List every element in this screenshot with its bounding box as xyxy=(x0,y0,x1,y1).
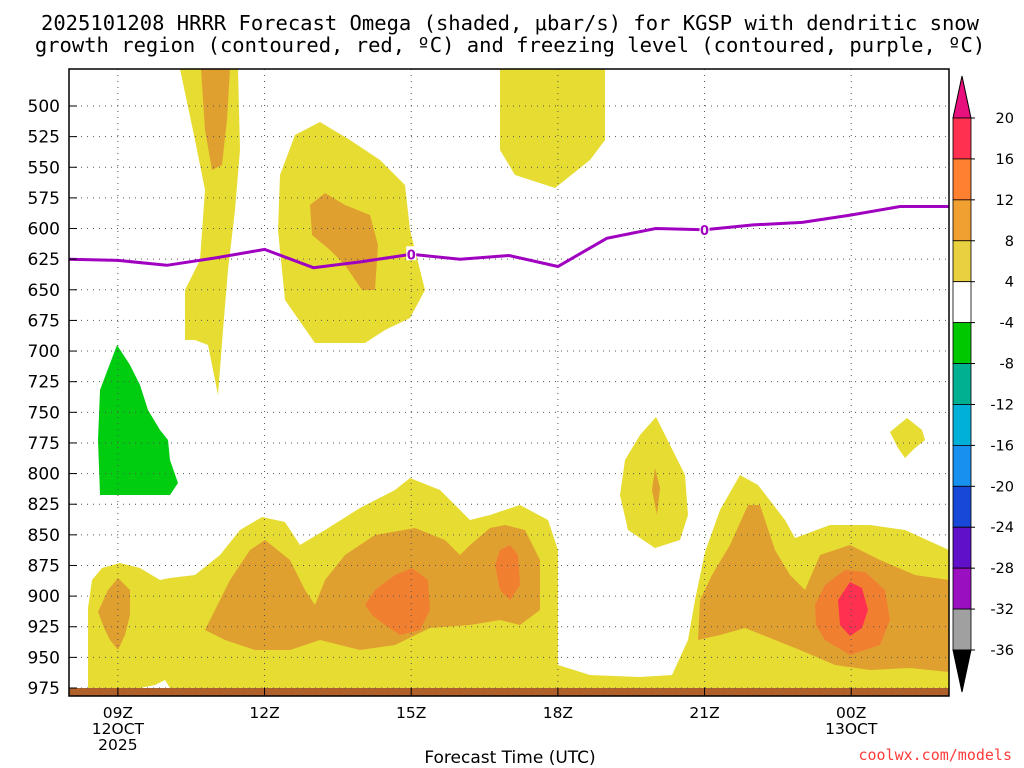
y-tick-label: 500 xyxy=(28,97,60,117)
colorbar-bin xyxy=(952,485,972,528)
y-tick-label: 950 xyxy=(28,648,60,668)
colorbar-label: -36 xyxy=(990,643,1014,659)
colorbar-bin xyxy=(952,608,972,651)
colorbar-label: 12 xyxy=(996,193,1014,209)
y-tick-label: 975 xyxy=(28,679,60,699)
colorbar-bin xyxy=(952,363,972,405)
colorbar-label: 16 xyxy=(996,152,1014,168)
grid xyxy=(69,69,949,696)
colorbar-bin xyxy=(952,322,972,364)
colorbar-label: -12 xyxy=(990,397,1014,413)
omega-region-4-top-center xyxy=(500,69,605,188)
freezing-level-label: 0 xyxy=(700,224,709,239)
colorbar-label: -28 xyxy=(990,561,1014,577)
ground-strip xyxy=(69,688,949,696)
omega-region-8-lower-center xyxy=(205,525,540,650)
omega-region-8-upper-left xyxy=(201,69,230,170)
y-tick-label: 725 xyxy=(28,373,60,393)
colorbar-label: -20 xyxy=(990,479,1014,495)
y-tick-label: 900 xyxy=(28,587,60,607)
freezing-label-bg xyxy=(699,221,710,236)
colorbar-bin xyxy=(952,567,972,610)
x-tick-label: 13OCT xyxy=(825,720,878,738)
omega-region-8-mid-right xyxy=(652,468,660,515)
y-tick-label: 825 xyxy=(28,495,60,515)
colorbar-label: 20 xyxy=(996,111,1014,127)
omega-region-neg4-left xyxy=(98,345,178,495)
y-tick-label: 800 xyxy=(28,465,60,485)
x-tick-label: 15Z xyxy=(396,704,426,722)
y-tick-label: 575 xyxy=(28,189,60,209)
chart-title-line-2: growth region (contoured, red, ºC) and f… xyxy=(35,33,985,57)
colorbar: 20 16 12 8 4 -4 -8 -12 -16 -20 -24 -28 -32 -36 xyxy=(952,75,1014,693)
colorbar-label: 4 xyxy=(1005,275,1014,291)
freezing-level-line xyxy=(68,205,949,270)
x-axis-title: Forecast Time (UTC) xyxy=(424,748,595,768)
y-tick-label: 875 xyxy=(28,556,60,576)
omega-region-4-far-right xyxy=(890,418,925,458)
colorbar-label: -16 xyxy=(990,438,1014,454)
x-tick-label: 00Z xyxy=(836,704,866,722)
x-tick-label: 21Z xyxy=(689,704,719,722)
colorbar-bin xyxy=(952,158,972,201)
colorbar-bin xyxy=(952,404,972,446)
freezing-level-label: 0 xyxy=(407,248,416,263)
x-tick-label: 2025 xyxy=(98,736,137,754)
colorbar-label: 8 xyxy=(1005,234,1014,250)
x-tick-label: 12OCT xyxy=(92,720,145,738)
x-tick-label: 18Z xyxy=(543,704,573,722)
omega-shading xyxy=(70,69,949,690)
omega-region-12-lower-center-2 xyxy=(495,545,520,600)
x-tick-label: 12Z xyxy=(249,704,279,722)
y-tick-label: 625 xyxy=(28,250,60,270)
watermark: coolwx.com/models xyxy=(858,746,1012,764)
y-tick-label: 850 xyxy=(28,526,60,546)
chart-title-line-1: 2025101208 HRRR Forecast Omega (shaded, … xyxy=(41,11,980,35)
colorbar-label: -8 xyxy=(1000,357,1014,373)
omega-region-16-lower-right xyxy=(838,582,868,636)
y-tick-label: 750 xyxy=(28,403,60,423)
colorbar-over-triangle xyxy=(952,75,972,119)
colorbar-label: -24 xyxy=(990,520,1014,536)
colorbar-label: -4 xyxy=(1000,316,1014,332)
freezing-label-bg xyxy=(406,246,417,261)
colorbar-bin xyxy=(952,117,972,160)
omega-region-8-mid-upper xyxy=(310,193,378,290)
colorbar-bin xyxy=(952,281,972,324)
y-tick-label: 550 xyxy=(28,158,60,178)
y-axis: 500 525 550 575 600 625 650 675 700 725 750 775 800 8… xyxy=(28,97,77,699)
colorbar-bin xyxy=(952,199,972,242)
colorbar-bin xyxy=(952,240,972,283)
colorbar-bin xyxy=(952,526,972,569)
y-tick-label: 525 xyxy=(28,128,60,148)
colorbar-label: -32 xyxy=(990,602,1014,618)
y-tick-label: 700 xyxy=(28,342,60,362)
freezing-level-labels: 00 xyxy=(406,221,710,263)
y-tick-label: 925 xyxy=(28,618,60,638)
y-tick-label: 650 xyxy=(28,281,60,301)
y-tick-label: 675 xyxy=(28,311,60,331)
colorbar-under-triangle xyxy=(952,649,972,693)
colorbar-bin xyxy=(952,444,972,487)
plot-frame xyxy=(68,68,950,697)
y-tick-label: 600 xyxy=(28,220,60,240)
x-tick-label: 09Z xyxy=(103,704,133,722)
omega-region-12-lower-center xyxy=(365,568,430,635)
omega-region-4-upper-left xyxy=(180,69,240,395)
y-tick-label: 775 xyxy=(28,434,60,454)
